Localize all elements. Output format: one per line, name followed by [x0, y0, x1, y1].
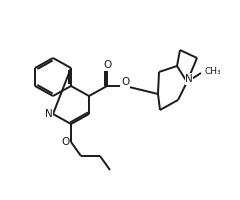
Text: CH₃: CH₃ — [204, 68, 221, 76]
Text: O: O — [61, 137, 70, 147]
Text: N: N — [45, 109, 53, 119]
Text: N: N — [185, 74, 193, 84]
Text: O: O — [121, 77, 129, 87]
Text: O: O — [103, 60, 111, 70]
